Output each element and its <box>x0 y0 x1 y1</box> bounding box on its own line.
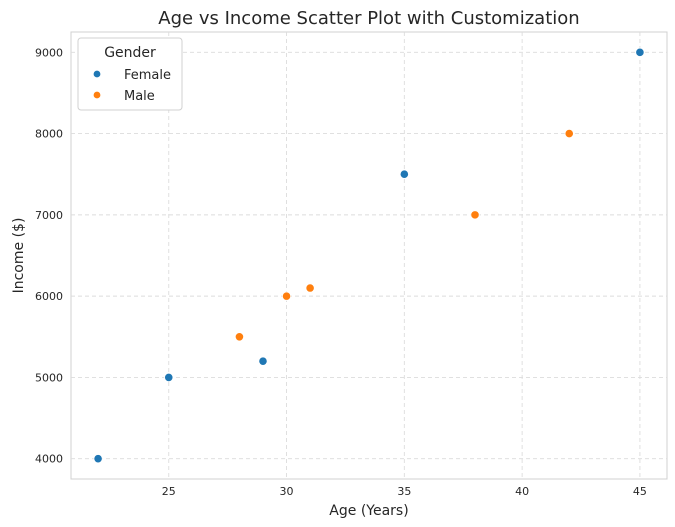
x-axis-label: Age (Years) <box>329 503 408 519</box>
x-tick-label: 45 <box>633 485 647 498</box>
x-tick-label: 30 <box>280 485 294 498</box>
y-tick-label: 4000 <box>35 453 63 466</box>
data-point-female <box>93 454 103 464</box>
legend: Gender Female Male <box>77 37 183 111</box>
legend-box <box>77 37 183 111</box>
legend-label-male: Male <box>124 89 155 104</box>
data-points <box>93 47 645 464</box>
data-point-male <box>305 283 315 293</box>
legend-title: Gender <box>104 45 156 61</box>
legend-marker-female <box>92 69 102 79</box>
data-point-female <box>399 169 409 179</box>
data-point-female <box>258 356 268 366</box>
tick-labels: 25 30 35 40 45 4000 5000 6000 7000 8000 9000 <box>35 46 647 498</box>
y-tick-label: 5000 <box>35 371 63 384</box>
chart-title: Age vs Income Scatter Plot with Customiz… <box>158 8 579 29</box>
data-point-male <box>281 291 292 301</box>
y-tick-label: 7000 <box>35 209 63 222</box>
y-axis-label: Income ($) <box>11 218 27 294</box>
x-tick-label: 35 <box>397 485 411 498</box>
x-tick-label: 25 <box>162 485 176 498</box>
y-tick-label: 6000 <box>35 290 63 303</box>
data-point-male <box>564 128 574 139</box>
data-point-male <box>234 332 245 342</box>
data-point-female <box>164 372 174 383</box>
y-tick-label: 9000 <box>35 46 63 59</box>
legend-marker-male <box>92 90 102 100</box>
x-tick-label: 40 <box>515 485 529 498</box>
data-point-male <box>470 210 480 220</box>
data-point-female <box>635 47 645 57</box>
y-tick-label: 8000 <box>35 128 63 141</box>
legend-label-female: Female <box>124 68 171 83</box>
